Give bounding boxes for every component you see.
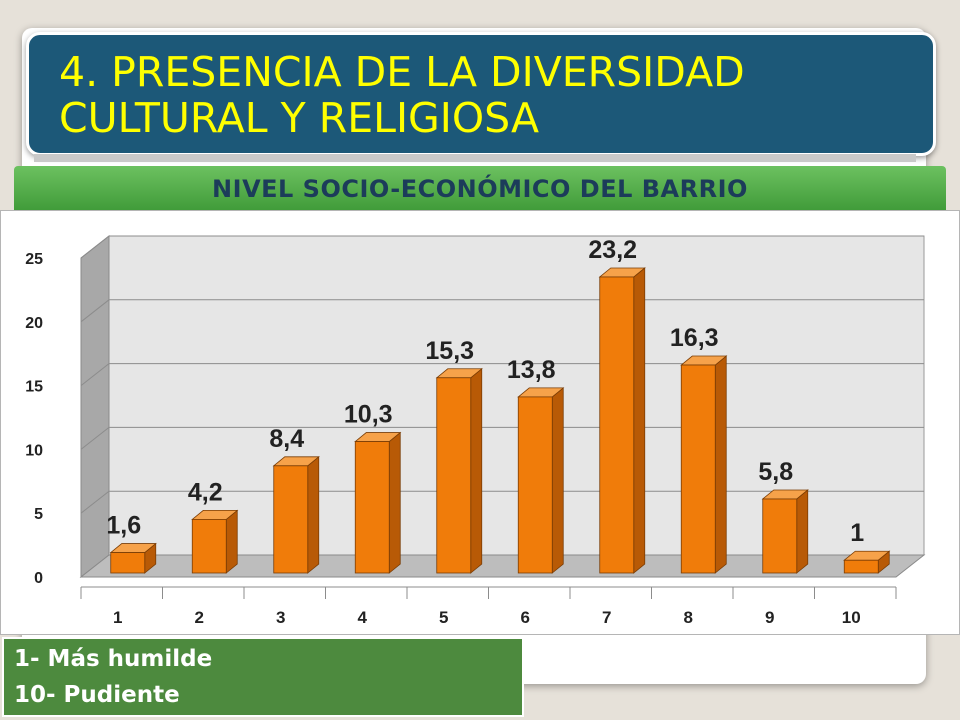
bar-side: [307, 455, 320, 574]
x-tick-label: 4: [358, 608, 368, 627]
gridline: [80, 363, 924, 386]
bar: [354, 441, 390, 574]
bar-side: [796, 489, 809, 574]
x-tick-label: 1: [113, 608, 122, 627]
bar: [191, 519, 227, 574]
data-label: 15,3: [425, 337, 474, 365]
x-tick-label: 9: [765, 608, 774, 627]
y-tick-label: 25: [25, 251, 43, 268]
x-tick-label: 5: [439, 608, 448, 627]
title-banner: 4. PRESENCIA DE LA DIVERSIDAD CULTURAL Y…: [26, 32, 936, 156]
slide-title: 4. PRESENCIA DE LA DIVERSIDAD CULTURAL Y…: [59, 48, 745, 142]
legend-note-low: 1- Más humilde: [14, 646, 213, 672]
bar: [680, 364, 716, 574]
x-tick-label: 3: [276, 608, 285, 627]
bar: [599, 276, 635, 574]
data-label: 10,3: [344, 401, 393, 429]
y-tick-label: 5: [34, 506, 43, 523]
y-tick-label: 20: [25, 315, 43, 332]
bar-side: [388, 431, 401, 574]
x-tick-label: 7: [602, 608, 611, 627]
bar: [762, 498, 798, 574]
data-label: 4,2: [188, 478, 223, 506]
x-tick-label: 2: [195, 608, 204, 627]
data-label: 1,6: [106, 512, 141, 540]
bar: [517, 396, 553, 574]
gridline: [80, 235, 924, 259]
data-label: 8,4: [269, 425, 304, 453]
data-label: 1: [850, 519, 864, 547]
y-tick-label: 15: [25, 379, 43, 396]
scale-legend: 1- Más humilde 10- Pudiente: [2, 637, 524, 717]
x-tick-label: 6: [521, 608, 530, 627]
legend-note-high: 10- Pudiente: [14, 682, 180, 708]
bar: [843, 559, 879, 574]
bar-side: [470, 367, 483, 574]
bar: [273, 465, 309, 574]
gridline: [80, 299, 924, 323]
gridline: [80, 490, 924, 514]
bar-side: [551, 387, 564, 574]
bar-side: [633, 267, 646, 574]
bar-side: [714, 355, 727, 574]
data-label: 16,3: [670, 324, 719, 352]
bar: [110, 552, 146, 574]
gridline: [80, 426, 924, 450]
chart-subtitle: NIVEL SOCIO-ECONÓMICO DEL BARRIO: [212, 175, 748, 203]
x-tick-label: 10: [842, 608, 861, 627]
y-tick-label: 0: [34, 570, 43, 587]
chart-side-wall: [80, 234, 110, 579]
x-tick-label: 8: [684, 608, 693, 627]
bar-chart: 0 5 10 15 20 25 1,6 1 4,2 2 8,4 3 10,3 4 15,3 5 13,8 6 23,…: [25, 234, 926, 627]
subtitle-bar: NIVEL SOCIO-ECONÓMICO DEL BARRIO: [14, 166, 946, 212]
bar-side: [225, 509, 238, 574]
data-label: 23,2: [588, 236, 637, 264]
data-label: 13,8: [507, 356, 556, 384]
title-underlay: [34, 154, 916, 162]
chart-area: 0 5 10 15 20 25 1,6 1 4,2 2 8,4 3 10,3 4 15,3 5 13,8 6 23,…: [0, 210, 960, 635]
bar: [436, 377, 472, 574]
data-label: 5,8: [758, 458, 793, 486]
y-tick-label: 10: [25, 442, 43, 459]
